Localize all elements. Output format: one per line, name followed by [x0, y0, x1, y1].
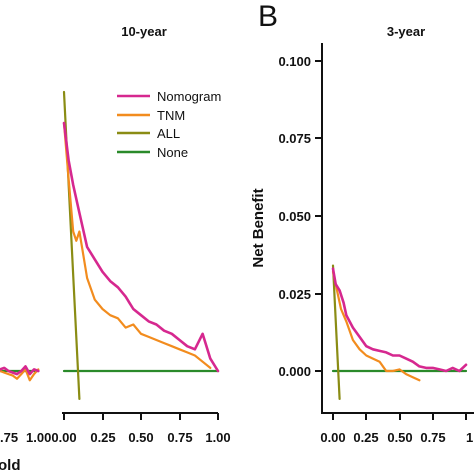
y-tick-3y-3: 0.075 — [278, 131, 311, 146]
panel-left-partial: .75 1.00 old — [0, 365, 51, 474]
chart-title-3-year: 3-year — [387, 24, 425, 39]
panel-letter-b: B — [258, 0, 278, 33]
series-line-tnm — [331, 270, 421, 382]
series-line-nomogram — [331, 267, 468, 373]
plot-area-left — [0, 365, 40, 382]
legend-label-nomogram: Nomogram — [157, 89, 221, 104]
series-line-nomogram — [62, 121, 220, 373]
plot-area-10-year — [62, 90, 220, 400]
y-tick-3y-4: 0.100 — [278, 54, 311, 69]
chart-title-10-year: 10-year — [121, 24, 167, 39]
x-ticks-10-year — [63, 413, 219, 420]
x-tick-3y-4: 1 — [466, 430, 473, 445]
x-tick-left-0: .75 — [0, 430, 18, 445]
plot-area-3-year — [331, 264, 468, 400]
x-ticks-3-year — [332, 413, 467, 420]
x-tick-10y-0: 0.00 — [51, 430, 76, 445]
series-line-all — [331, 264, 341, 400]
legend-label-none: None — [157, 145, 188, 160]
y-tick-3y-0: 0.000 — [278, 364, 311, 379]
legend: Nomogram TNM ALL None — [117, 89, 221, 160]
x-tick-10y-2: 0.50 — [128, 430, 153, 445]
x-tick-10y-1: 0.25 — [90, 430, 115, 445]
x-tick-10y-3: 0.75 — [167, 430, 192, 445]
legend-label-tnm: TNM — [157, 108, 185, 123]
x-tick-left-1: 1.00 — [26, 430, 51, 445]
x-tick-10y-4: 1.00 — [205, 430, 230, 445]
x-tick-3y-3: 0.75 — [420, 430, 445, 445]
y-tick-3y-2: 0.050 — [278, 209, 311, 224]
x-tick-3y-0: 0.00 — [320, 430, 345, 445]
y-ticks-3-year — [315, 60, 322, 372]
series-line-tnm — [0, 368, 40, 382]
legend-label-all: ALL — [157, 126, 180, 141]
y-tick-3y-1: 0.025 — [278, 287, 311, 302]
x-tick-3y-1: 0.25 — [353, 430, 378, 445]
x-axis-title-left: old — [0, 457, 21, 474]
panel-b-3-year: B 3-year 0.000 0.025 0.050 0.075 0.100 N… — [250, 0, 474, 445]
panel-10-year: 10-year 0.00 0.25 0.50 0.75 1.00 Nomogra… — [51, 24, 230, 445]
series-line-nomogram — [0, 365, 40, 376]
series-line-tnm — [62, 121, 212, 369]
axes-3-year — [321, 43, 474, 414]
y-axis-title: Net Benefit — [250, 188, 267, 267]
x-tick-3y-2: 0.50 — [387, 430, 412, 445]
